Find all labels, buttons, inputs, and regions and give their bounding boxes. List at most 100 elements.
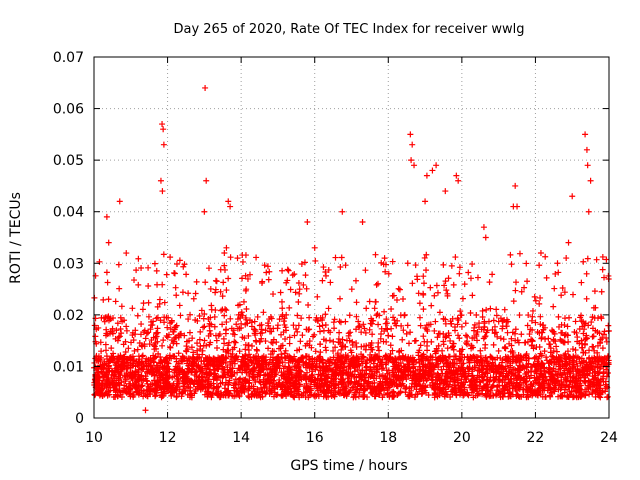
- roti-noise-point: [483, 392, 490, 399]
- roti-noise-point: [561, 339, 568, 346]
- roti-noise-point: [331, 325, 338, 332]
- roti-noise-point: [91, 322, 98, 329]
- roti-noise-point: [220, 335, 227, 342]
- roti-noise-point: [222, 389, 229, 396]
- roti-noise-point: [570, 368, 577, 375]
- roti-noise-point: [103, 269, 110, 276]
- roti-data-point: [407, 368, 414, 375]
- roti-noise-point: [480, 377, 487, 384]
- roti-noise-point: [165, 331, 172, 338]
- roti-noise-point: [371, 379, 378, 386]
- roti-noise-point: [382, 261, 389, 268]
- roti-data-point: [120, 363, 127, 370]
- roti-noise-point: [395, 285, 402, 292]
- roti-noise-point: [605, 272, 612, 279]
- roti-noise-point: [199, 347, 206, 354]
- roti-data-point: [142, 407, 149, 414]
- roti-noise-point: [456, 356, 463, 363]
- roti-noise-point: [499, 393, 506, 400]
- roti-noise-point: [161, 364, 168, 371]
- roti-noise-point: [283, 379, 290, 386]
- roti-noise-point: [507, 393, 514, 400]
- roti-noise-point: [572, 387, 579, 394]
- roti-noise-point: [532, 319, 539, 326]
- roti-noise-point: [399, 372, 406, 379]
- roti-noise-point: [102, 347, 109, 354]
- roti-noise-point: [283, 279, 290, 286]
- roti-noise-point: [381, 308, 388, 315]
- roti-noise-point: [358, 329, 365, 336]
- roti-noise-point: [428, 338, 435, 345]
- roti-noise-point: [214, 344, 221, 351]
- roti-noise-point: [430, 370, 437, 377]
- roti-noise-point: [537, 313, 544, 320]
- roti-noise-point: [309, 368, 316, 375]
- roti-data-point: [359, 219, 366, 226]
- roti-noise-point: [206, 381, 213, 388]
- roti-noise-point: [306, 314, 313, 321]
- roti-noise-point: [212, 286, 219, 293]
- roti-noise-point: [104, 279, 111, 286]
- roti-noise-point: [116, 285, 123, 292]
- roti-noise-point: [197, 386, 204, 393]
- roti-noise-point: [389, 333, 396, 340]
- roti-noise-point: [382, 268, 389, 275]
- roti-noise-point: [560, 381, 567, 388]
- roti-noise-point: [502, 365, 509, 372]
- roti-noise-point: [273, 339, 280, 346]
- roti-noise-point: [559, 284, 566, 291]
- roti-data-point: [407, 131, 414, 138]
- roti-data-point: [479, 373, 486, 380]
- roti-noise-point: [218, 307, 225, 314]
- roti-noise-point: [116, 333, 123, 340]
- roti-data-point: [263, 384, 270, 391]
- roti-noise-point: [362, 374, 369, 381]
- roti-noise-point: [264, 371, 271, 378]
- roti-noise-point: [487, 305, 494, 312]
- roti-noise-point: [471, 321, 478, 328]
- roti-data-point: [227, 203, 234, 210]
- roti-noise-point: [186, 329, 193, 336]
- roti-noise-point: [223, 319, 230, 326]
- roti-noise-point: [599, 345, 606, 352]
- roti-noise-point: [452, 389, 459, 396]
- roti-noise-point: [365, 378, 372, 385]
- roti-noise-point: [452, 327, 459, 334]
- roti-noise-point: [305, 302, 312, 309]
- roti-noise-point: [262, 361, 269, 368]
- roti-noise-point: [548, 390, 555, 397]
- roti-noise-point: [319, 277, 326, 284]
- roti-noise-point: [275, 381, 282, 388]
- roti-noise-point: [294, 363, 301, 370]
- roti-noise-point: [140, 362, 147, 369]
- roti-noise-point: [171, 369, 178, 376]
- roti-noise-point: [579, 369, 586, 376]
- roti-noise-point: [207, 314, 214, 321]
- roti-noise-point: [346, 378, 353, 385]
- roti-data-point: [584, 162, 591, 169]
- roti-noise-point: [106, 367, 113, 374]
- roti-noise-point: [550, 385, 557, 392]
- roti-data-point: [482, 234, 489, 241]
- roti-noise-point: [138, 321, 145, 328]
- roti-noise-point: [312, 348, 319, 355]
- roti-noise-point: [537, 370, 544, 377]
- roti-noise-point: [563, 365, 570, 372]
- roti-noise-point: [321, 380, 328, 387]
- roti-noise-point: [332, 254, 339, 261]
- roti-noise-point: [366, 355, 373, 362]
- roti-noise-point: [450, 281, 457, 288]
- roti-data-point: [280, 373, 287, 380]
- roti-noise-point: [152, 334, 159, 341]
- roti-noise-point: [210, 385, 217, 392]
- roti-noise-point: [204, 391, 211, 398]
- roti-noise-point: [134, 346, 141, 353]
- roti-noise-point: [559, 392, 566, 399]
- roti-noise-point: [100, 296, 107, 303]
- roti-noise-point: [127, 385, 134, 392]
- roti-noise-point: [390, 369, 397, 376]
- roti-noise-point: [305, 385, 312, 392]
- roti-noise-point: [159, 281, 166, 288]
- roti-noise-point: [483, 306, 490, 313]
